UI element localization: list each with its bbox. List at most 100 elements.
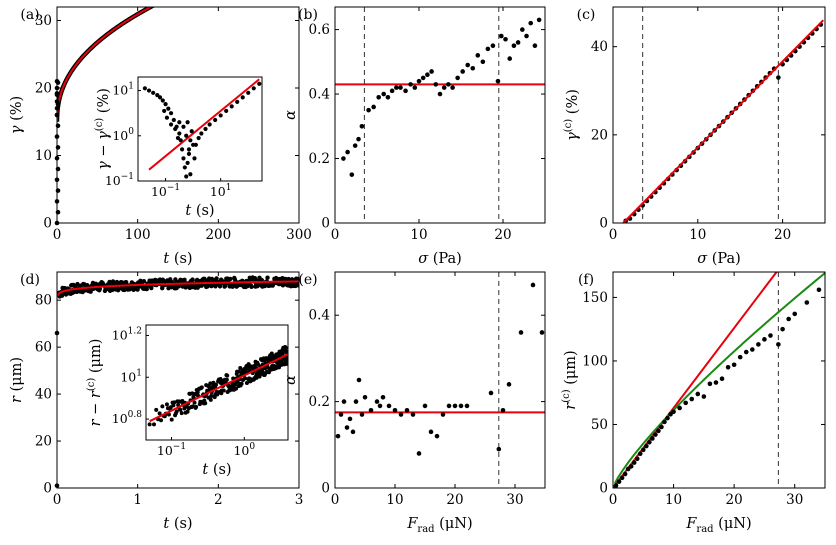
- data-point: [475, 53, 481, 58]
- fit-line: [57, 7, 153, 122]
- data-point: [613, 483, 619, 488]
- y-tick-label: 0: [43, 216, 52, 232]
- data-point: [381, 91, 387, 97]
- x-tick-label: 0: [331, 227, 340, 243]
- data-point: [173, 277, 178, 282]
- data-point: [160, 285, 165, 291]
- data-point: [144, 286, 149, 292]
- inset-y-tick-label: 100: [112, 127, 134, 143]
- y-tick-label: 0.4: [309, 308, 330, 324]
- data-point: [190, 277, 195, 282]
- x-tick-label: 30: [786, 492, 803, 508]
- data-point: [452, 403, 458, 409]
- inset-data-point: [168, 122, 174, 127]
- inset-data-point: [240, 95, 245, 100]
- inset-data-point: [177, 131, 182, 136]
- data-point: [539, 330, 545, 335]
- inset-data-point: [207, 122, 212, 127]
- data-point: [403, 88, 408, 94]
- x-tick-label: 10: [410, 227, 427, 243]
- data-point: [404, 407, 410, 413]
- data-point: [480, 59, 486, 65]
- inset-data-point: [244, 380, 249, 385]
- data-point: [428, 429, 434, 435]
- data-point: [719, 376, 725, 382]
- x-tick-label: 20: [774, 227, 791, 243]
- inset-data-point: [179, 411, 184, 416]
- inset-data-point: [224, 377, 229, 382]
- y-tick-label: 30: [35, 13, 52, 29]
- inset-data-point: [181, 156, 186, 161]
- inset-data-point: [178, 407, 183, 412]
- data-point: [429, 69, 434, 74]
- inset-data-point: [159, 418, 164, 423]
- inset-data-point: [213, 117, 218, 123]
- inset-data-point: [160, 98, 165, 103]
- data-point: [488, 390, 494, 396]
- data-point: [341, 399, 347, 404]
- data-point: [470, 65, 476, 71]
- data-point: [707, 381, 713, 387]
- data-point: [359, 123, 365, 129]
- data-point: [265, 275, 270, 280]
- inset-data-point: [218, 113, 223, 118]
- x-tick-label: 20: [494, 227, 511, 243]
- data-point: [377, 403, 383, 409]
- inset-data-point: [146, 88, 152, 93]
- x-tick-label: 30: [506, 492, 523, 508]
- inset-fit-line: [148, 78, 260, 171]
- panel-tag: (a): [20, 7, 39, 23]
- data-point: [335, 433, 341, 439]
- data-point: [368, 407, 374, 413]
- inset-data-point: [246, 90, 251, 95]
- data-point: [780, 326, 785, 332]
- inset-y-tick-label: 101: [120, 368, 142, 384]
- x-tick-label: 1: [133, 492, 142, 508]
- data-point: [616, 479, 622, 484]
- data-point: [786, 316, 791, 322]
- inset-data-point: [239, 381, 244, 386]
- y-tick-label: 80: [35, 293, 52, 309]
- data-point: [511, 43, 517, 48]
- data-point: [653, 432, 658, 437]
- y-tick-label: 20: [35, 81, 52, 97]
- data-point: [349, 172, 355, 177]
- inset-data-point: [208, 381, 213, 386]
- inset-x-tick-label: 100: [233, 442, 255, 458]
- inset-x-tick-label: 101: [210, 183, 232, 199]
- data-point: [776, 75, 781, 80]
- fit-line: [57, 280, 299, 297]
- data-point: [214, 276, 219, 281]
- inset-data-point: [186, 151, 192, 156]
- data-point: [416, 451, 422, 456]
- data-point: [362, 394, 368, 400]
- data-point: [55, 145, 61, 150]
- data-point: [408, 82, 413, 87]
- data-point: [628, 464, 634, 469]
- inset-data-point: [199, 131, 204, 136]
- data-point: [356, 377, 362, 383]
- data-point: [665, 415, 670, 421]
- data-point: [55, 166, 61, 172]
- y-tick-label: 150: [582, 290, 608, 306]
- inset-data-point: [171, 117, 176, 123]
- inset-data-point: [175, 135, 181, 141]
- data-point: [446, 403, 452, 409]
- panel-c: 0 10 20 0 20 40 (c) σ (Pa) γ(c) (%): [563, 6, 826, 267]
- power-fit-line: [613, 272, 825, 484]
- data-point: [149, 285, 154, 291]
- data-point: [464, 403, 470, 409]
- inset-data-point: [203, 126, 208, 132]
- x-tick-label: 0: [53, 492, 62, 508]
- data-point: [386, 403, 392, 409]
- inset-data-point: [168, 111, 174, 116]
- inset-data-point: [185, 409, 190, 414]
- inset-data-point: [174, 409, 179, 414]
- inset-data-point: [242, 376, 247, 381]
- data-point: [398, 85, 403, 90]
- x-axis-label: t (s): [163, 251, 192, 267]
- x-tick-label: 0: [609, 492, 618, 508]
- x-axis-label: t (s): [163, 516, 192, 532]
